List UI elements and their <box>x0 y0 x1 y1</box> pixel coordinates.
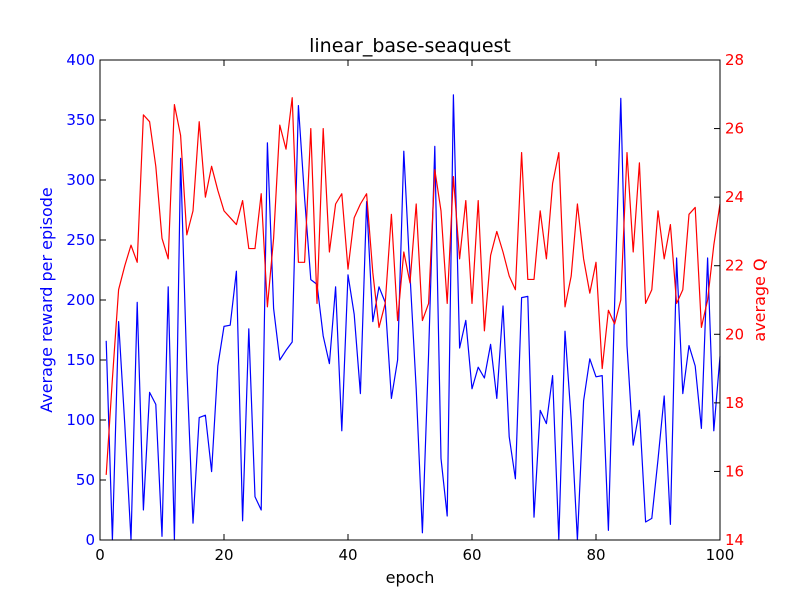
y-tick-label-right: 20 <box>725 325 744 343</box>
y-tick-label-left: 300 <box>66 171 95 189</box>
y-tick-label-right: 14 <box>725 531 744 549</box>
y-tick-label-right: 16 <box>725 462 744 480</box>
plot-frame <box>99 59 721 541</box>
y-axis-title-right: average Q <box>750 258 769 341</box>
y-tick-label-left: 0 <box>85 531 95 549</box>
chart-title: linear_base-seaquest <box>309 35 511 57</box>
y-tick-label-right: 26 <box>725 120 744 138</box>
series-line-average-q <box>105 97 721 475</box>
plot-series <box>105 94 721 541</box>
x-tick-label: 100 <box>706 546 735 564</box>
x-tick-label: 20 <box>214 546 233 564</box>
y-tick-label-left: 50 <box>76 471 95 489</box>
y-axis-title-left: Average reward per episode <box>37 187 56 413</box>
y-tick-label-right: 22 <box>725 257 744 275</box>
y-tick-label-left: 150 <box>66 351 95 369</box>
y-tick-label-left: 250 <box>66 231 95 249</box>
y-tick-label-left: 400 <box>66 51 95 69</box>
y-tick-label-left: 350 <box>66 111 95 129</box>
y-tick-label-right: 28 <box>725 51 744 69</box>
y-tick-label-right: 18 <box>725 394 744 412</box>
x-tick-label: 40 <box>338 546 357 564</box>
series-line-average-reward <box>105 94 721 541</box>
x-tick-label: 80 <box>586 546 605 564</box>
tick-group: 0 20 40 60 80 100 0 50 100 150 200 250 300 350 400 14 16… <box>66 51 744 564</box>
x-tick-label: 0 <box>95 546 105 564</box>
y-tick-label-right: 24 <box>725 188 744 206</box>
x-axis-title: epoch <box>386 568 435 587</box>
y-tick-label-left: 200 <box>66 291 95 309</box>
x-tick-label: 60 <box>462 546 481 564</box>
y-tick-label-left: 100 <box>66 411 95 429</box>
